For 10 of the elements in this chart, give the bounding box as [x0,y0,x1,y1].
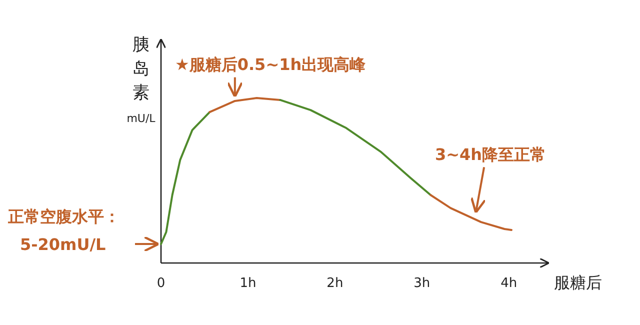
x-tick-label: 2h [326,276,344,291]
x-tick-label: 3h [414,276,430,291]
x-tick-label: 4h [500,276,518,291]
y-axis-title: 胰岛素 mU/L [126,35,156,125]
annotation: 3~4h降至正常 [435,145,546,164]
annotation: 正常空腹水平： 5-20mU/L [7,207,120,254]
annotation: ★服糖后0.5~1h出现高峰 [175,55,367,74]
x-tick-label: 1h [240,276,256,291]
x-tick-label: 0 [156,276,166,291]
x-axis-title: 服糖后 [554,273,602,292]
